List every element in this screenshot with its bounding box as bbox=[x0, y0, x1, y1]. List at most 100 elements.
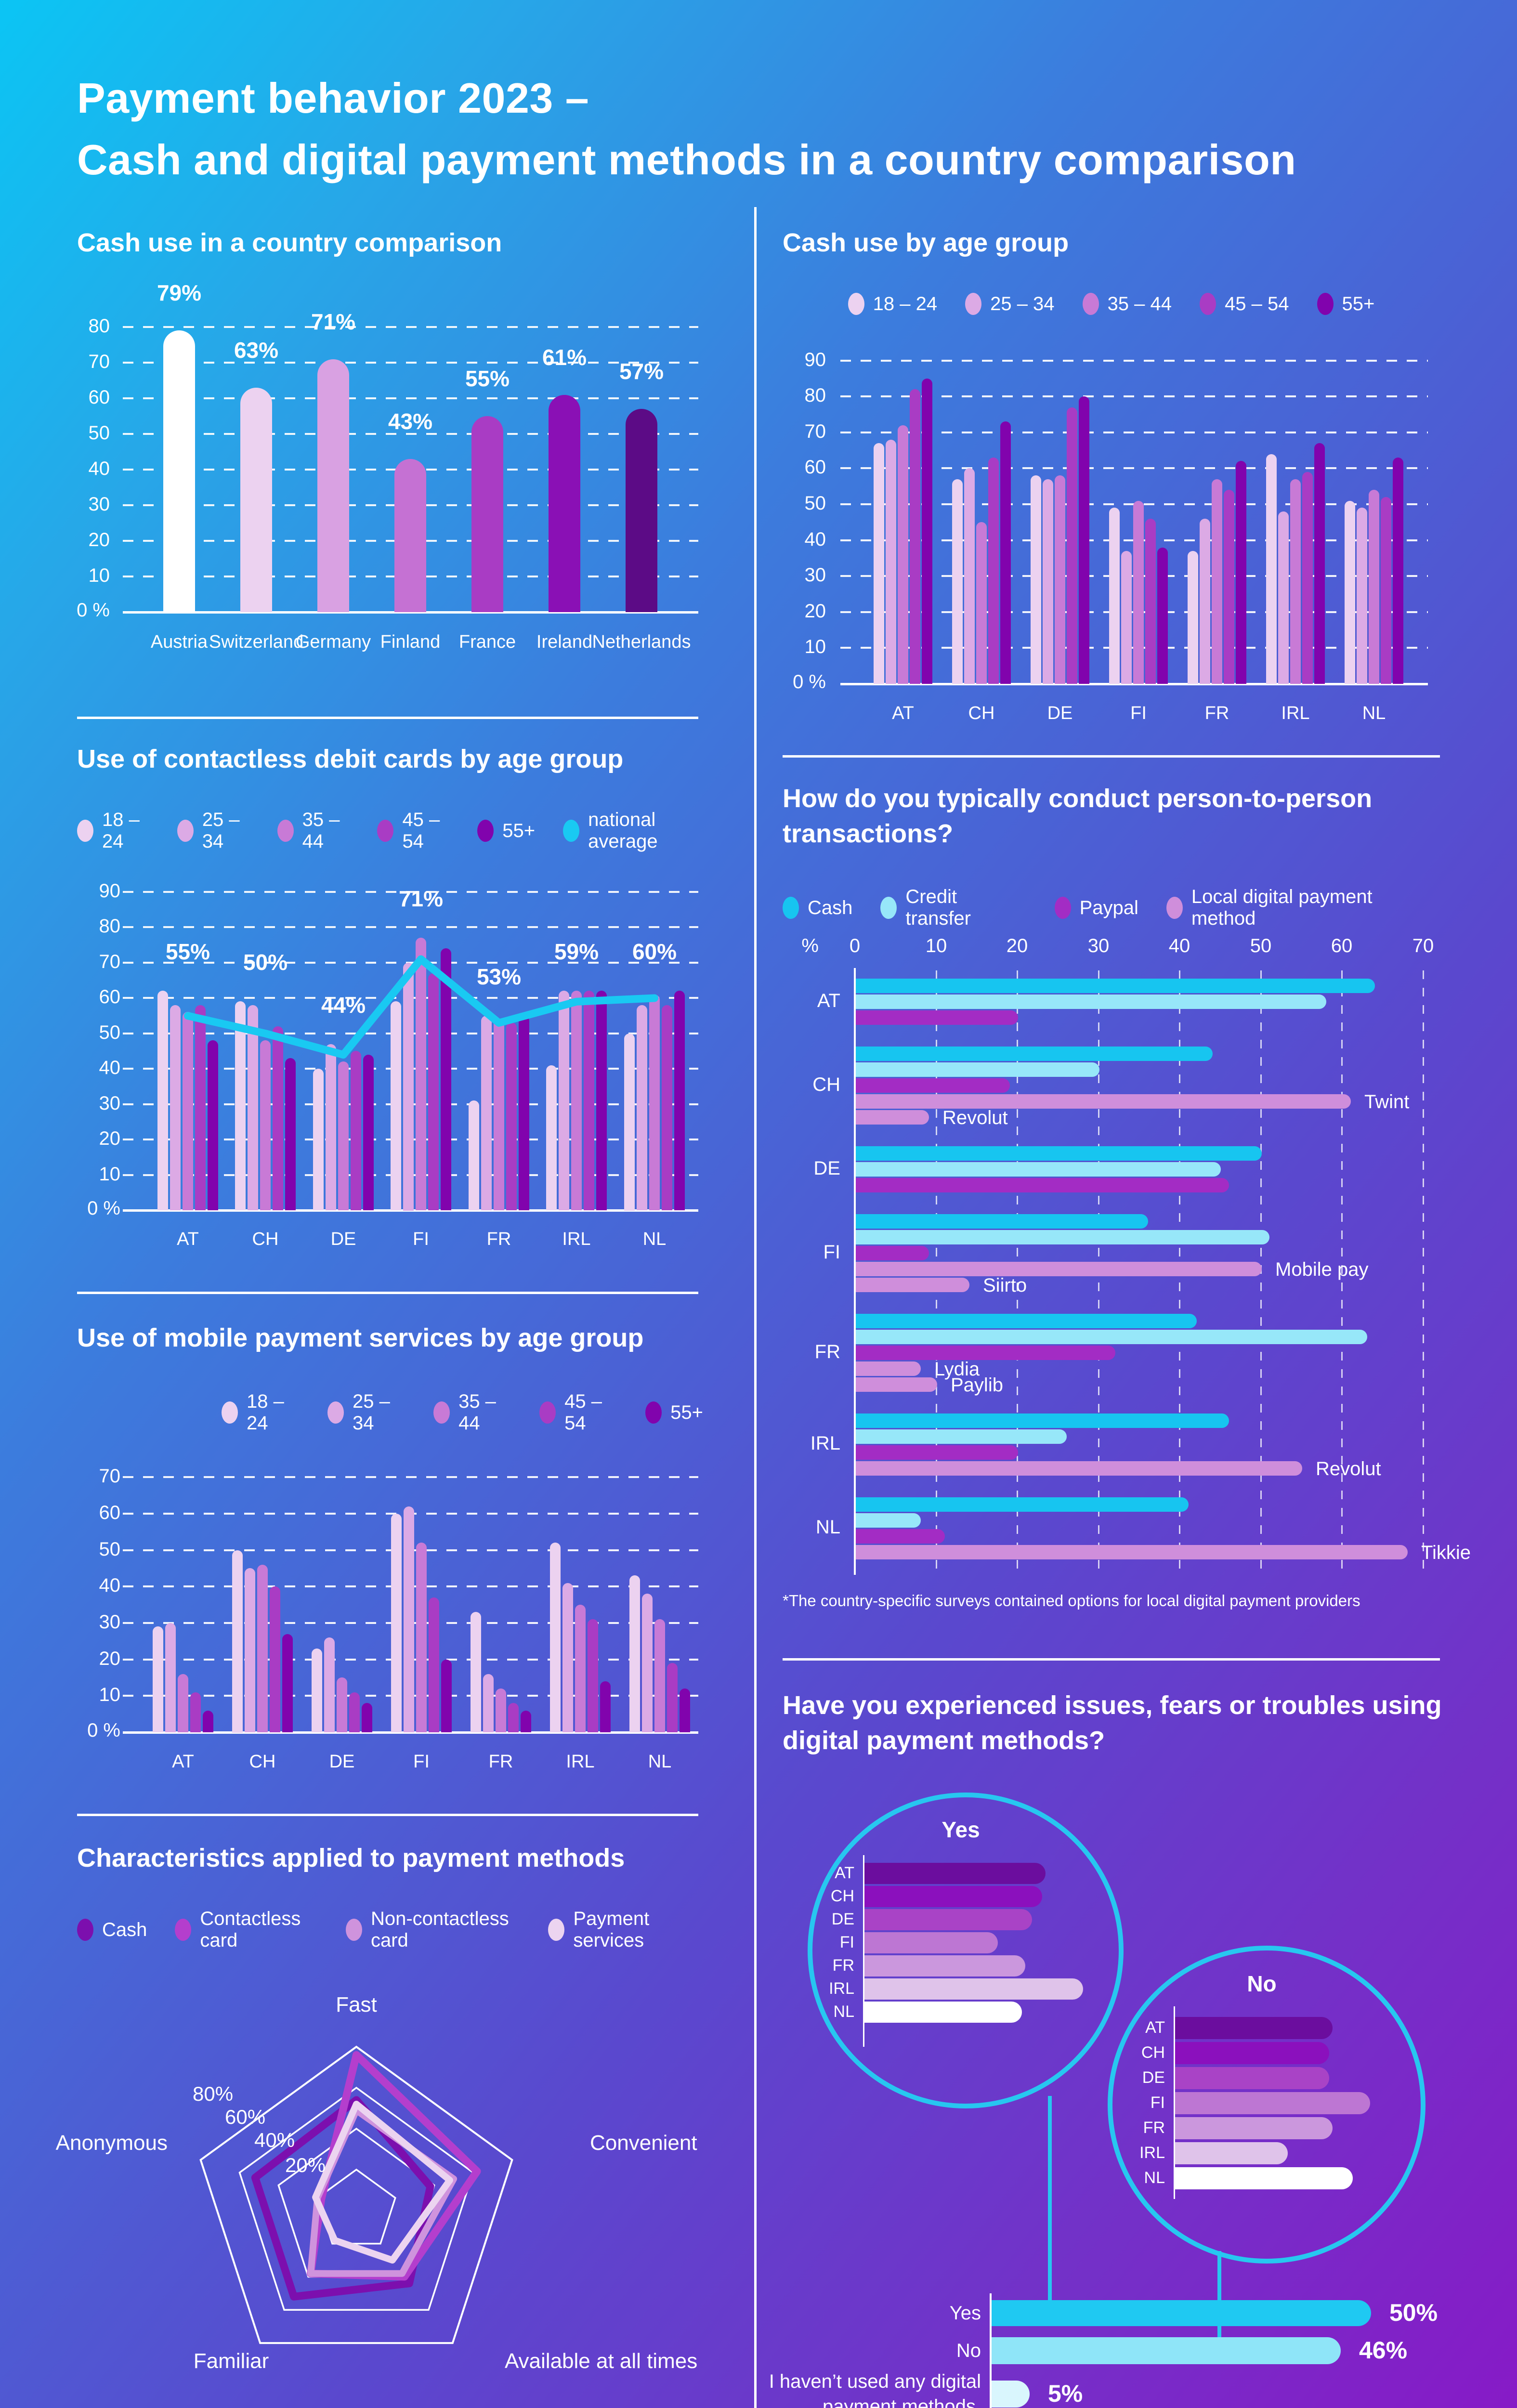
bar-CH-18 – 24 bbox=[235, 1001, 246, 1210]
mini-bar-FR bbox=[1175, 2117, 1333, 2139]
mini-bar-IRL bbox=[864, 1978, 1083, 2000]
bar-DE-25 – 34 bbox=[326, 1044, 336, 1210]
mini-bar-CH bbox=[1175, 2042, 1329, 2064]
p2p-annotation-Revolut: Revolut bbox=[942, 1107, 1008, 1128]
legend-dot-icon bbox=[1054, 897, 1071, 919]
x-label-France: France bbox=[458, 632, 516, 652]
p2p-bar-NL-credit bbox=[856, 1513, 921, 1528]
bar-IRL-55+ bbox=[600, 1681, 611, 1732]
bar-DE-35 – 44 bbox=[338, 1061, 349, 1210]
p2p-x-tick-20: 20 bbox=[1006, 935, 1028, 956]
p2p-y-axis bbox=[854, 968, 856, 1575]
y-tick-label: 30 bbox=[99, 1093, 121, 1114]
separator-rule bbox=[783, 755, 1440, 758]
bar-Netherlands bbox=[626, 409, 657, 612]
bar-NL-35 – 44 bbox=[654, 1619, 665, 1732]
bar-DE-25 – 34 bbox=[1043, 479, 1053, 684]
summary-label: Yes bbox=[755, 2301, 981, 2326]
bar-DE-18 – 24 bbox=[1031, 475, 1041, 684]
bar-FI-18 – 24 bbox=[391, 1514, 402, 1732]
section-title-p2p: How do you typically conduct person-to-p… bbox=[783, 781, 1372, 851]
legend-label: 55+ bbox=[502, 820, 536, 841]
bar-CH-25 – 34 bbox=[245, 1568, 255, 1732]
legend-label: 35 – 44 bbox=[1107, 293, 1172, 314]
bar-FI-35 – 44 bbox=[1133, 501, 1144, 684]
p2p-x-tick-0: 0 bbox=[849, 935, 861, 956]
p2p-bar-AT-paypal bbox=[856, 1010, 1018, 1025]
p2p-title-line1: How do you typically conduct person-to-p… bbox=[783, 784, 1373, 813]
radar-ring-label-80%: 80% bbox=[193, 2082, 234, 2105]
bar-AT-18 – 24 bbox=[157, 991, 168, 1210]
legend-item: Local digital payment method bbox=[1166, 886, 1440, 929]
legend-dot-icon bbox=[965, 293, 982, 315]
y-tick-label: 60 bbox=[99, 986, 121, 1008]
bar-AT-35 – 44 bbox=[898, 425, 908, 684]
separator-rule bbox=[77, 1292, 698, 1294]
legend-item: 55+ bbox=[645, 1401, 703, 1424]
legend-label: 45 – 54 bbox=[1225, 293, 1289, 314]
legend-item: 35 – 44 bbox=[277, 809, 350, 852]
y-tick-label: 90 bbox=[99, 880, 121, 902]
page-title: Payment behavior 2023 – Cash and digital… bbox=[77, 67, 1296, 190]
radar-series-Payment services bbox=[312, 2101, 453, 2264]
legend-label: 55+ bbox=[1342, 293, 1375, 314]
bar-NL-18 – 24 bbox=[1345, 501, 1355, 684]
y-tick-label: 80 bbox=[99, 916, 121, 937]
p2p-bar-FR-paypal bbox=[856, 1346, 1115, 1360]
bar-DE-45 – 54 bbox=[1067, 407, 1077, 684]
bar-IRL-18 – 24 bbox=[550, 1543, 561, 1732]
legend-label: 18 – 24 bbox=[102, 809, 140, 852]
p2p-country-FI: FI bbox=[823, 1242, 840, 1263]
x-label-FI: FI bbox=[1130, 703, 1147, 723]
bar-AT-25 – 34 bbox=[170, 1005, 181, 1210]
legend-item: national average bbox=[563, 809, 698, 852]
radar-axis-available: Available at all times bbox=[505, 2349, 698, 2373]
p2p-annotation-Lydia: Lydia bbox=[934, 1359, 980, 1380]
gridline bbox=[840, 467, 1428, 469]
y-tick-label: 60 bbox=[88, 387, 110, 408]
legend-label: Payment services bbox=[573, 1908, 650, 1951]
x-label-NL: NL bbox=[1362, 703, 1386, 723]
legend-item: 25 – 34 bbox=[327, 1391, 405, 1434]
bar-CH-55+ bbox=[282, 1634, 293, 1732]
legend-cash-age: 18 – 24 25 – 34 35 – 44 45 – 54 55+ bbox=[783, 293, 1440, 315]
p2p-annotation-Siirto: Siirto bbox=[983, 1275, 1027, 1296]
legend-item: 45 – 54 bbox=[377, 809, 449, 852]
bar-FR-45 – 54 bbox=[1224, 490, 1234, 684]
legend-dot-icon bbox=[277, 820, 294, 842]
p2p-bar-FI-paypal bbox=[856, 1246, 929, 1260]
summary-pct-46%: 46% bbox=[1359, 2337, 1408, 2364]
bar-Germany bbox=[317, 359, 349, 612]
legend-item: Non-contactless card bbox=[345, 1908, 520, 1951]
p2p-bar-DE-credit bbox=[856, 1162, 1221, 1177]
y-tick-label: 40 bbox=[804, 529, 826, 550]
bar-DE-55+ bbox=[362, 1703, 372, 1732]
bar-NL-55+ bbox=[680, 1688, 690, 1732]
value-label: 57% bbox=[619, 359, 664, 384]
yes-circle bbox=[808, 1793, 1124, 2108]
mini-label-FI: FI bbox=[1150, 2094, 1165, 2112]
avg-value-label-NL: 60% bbox=[632, 939, 677, 964]
p2p-bar-NL-local bbox=[856, 1545, 1408, 1559]
legend-label: national average bbox=[588, 809, 658, 852]
x-label-AT: AT bbox=[172, 1752, 194, 1772]
radar-ring-label-20%: 20% bbox=[285, 2154, 326, 2176]
bar-DE-18 – 24 bbox=[312, 1649, 322, 1732]
p2p-bar-IRL-cash bbox=[856, 1413, 1229, 1428]
x-label-DE: DE bbox=[329, 1752, 355, 1772]
legend-label: 45 – 54 bbox=[564, 1391, 602, 1434]
bar-NL-55+ bbox=[674, 991, 685, 1210]
p2p-bar-FR-credit bbox=[856, 1330, 1367, 1344]
legend-label: 18 – 24 bbox=[247, 1391, 284, 1434]
legend-dot-icon bbox=[327, 1401, 344, 1424]
bar-DE-55+ bbox=[1079, 396, 1089, 684]
bar-AT-55+ bbox=[922, 379, 932, 684]
bar-FI-55+ bbox=[441, 1660, 452, 1732]
bar-CH-55+ bbox=[1000, 421, 1011, 684]
avg-value-label-AT: 55% bbox=[165, 939, 210, 964]
legend-dot-icon bbox=[377, 820, 394, 842]
mini-label-FR: FR bbox=[832, 1956, 854, 1975]
legend-dot-icon bbox=[77, 820, 93, 842]
x-label-CH: CH bbox=[968, 703, 995, 723]
mini-bar-FI bbox=[1175, 2092, 1370, 2114]
